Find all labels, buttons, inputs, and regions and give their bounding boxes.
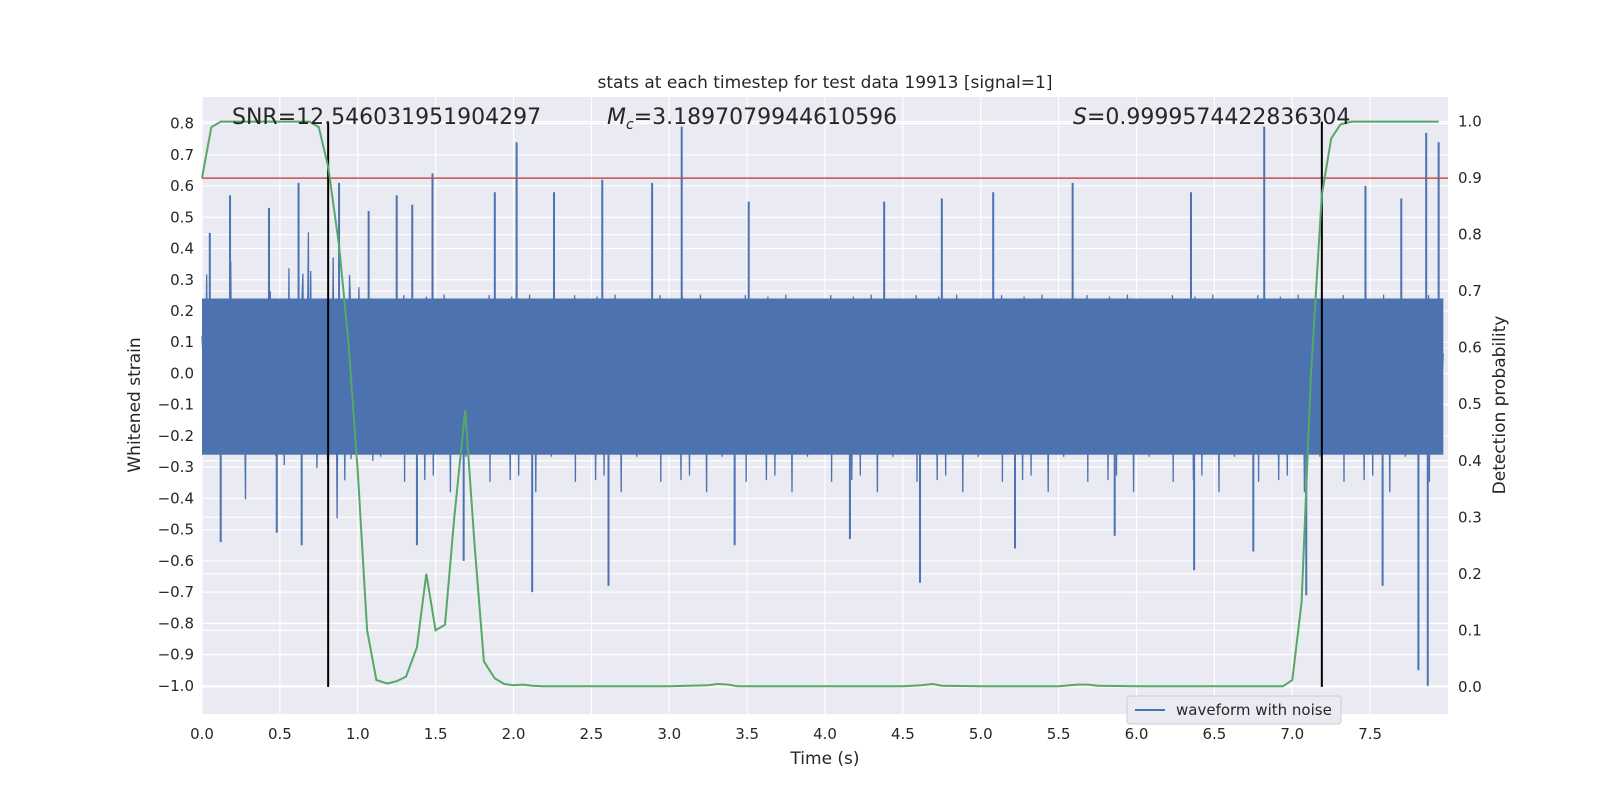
y-tick-label: 0.5	[170, 208, 194, 226]
x-tick-label: 5.0	[969, 725, 993, 743]
y-tick-label: 0.7	[170, 146, 194, 164]
x-tick-label: 1.0	[346, 725, 370, 743]
x-tick-label: 1.5	[424, 725, 448, 743]
y-tick-label: 0.0	[170, 364, 194, 382]
y2-tick-label: 0.0	[1458, 678, 1482, 696]
x-tick-label: 6.5	[1202, 725, 1226, 743]
chirp-mass-annotation: Mc=3.1897079944610596	[607, 105, 897, 133]
x-tick-label: 0.0	[190, 725, 214, 743]
y-tick-label: −0.8	[158, 614, 194, 632]
probability-layer	[201, 120, 1448, 688]
x-tick-label: 2.0	[502, 725, 526, 743]
x-tick-label: 2.5	[579, 725, 603, 743]
x-tick-label: 5.5	[1047, 725, 1071, 743]
x-tick-label: 7.5	[1358, 725, 1382, 743]
y2-tick-label: 0.1	[1458, 621, 1482, 639]
y2-axis-label: Detection probability	[1490, 316, 1510, 495]
y2-tick-label: 0.6	[1458, 339, 1482, 357]
y-tick-label: −1.0	[158, 677, 194, 695]
series-layer	[201, 126, 1444, 686]
y2-tick-label: 0.2	[1458, 565, 1482, 583]
y-tick-label: −0.4	[158, 489, 194, 507]
y-tick-label: 0.8	[170, 115, 194, 133]
y-tick-label: −0.3	[158, 458, 194, 476]
y-axis-label: Whitened strain	[125, 337, 145, 472]
y-tick-label: 0.6	[170, 177, 194, 195]
score-annotation: S=0.9999574422836304	[1073, 105, 1350, 130]
legend-label-waveform: waveform with noise	[1176, 701, 1332, 719]
legend-box	[1126, 695, 1342, 725]
x-tick-label: 3.5	[735, 725, 759, 743]
y-tick-label: 0.4	[170, 240, 194, 258]
x-tick-label: 6.0	[1125, 725, 1149, 743]
probability-line	[201, 120, 1439, 688]
y-tick-label: −0.6	[158, 552, 194, 570]
y2-tick-label: 0.7	[1458, 282, 1482, 300]
snr-annotation: SNR=12.546031951904297	[232, 105, 541, 130]
y-tick-label: 0.3	[170, 271, 194, 289]
y-tick-label: 0.2	[170, 302, 194, 320]
y-tick-label: −0.1	[158, 396, 194, 414]
y-tick-label: −0.9	[158, 646, 194, 664]
y2-tick-label: 1.0	[1458, 113, 1482, 131]
y2-tick-label: 0.8	[1458, 226, 1482, 244]
tick-layer: 0.0 0.5 1.0 1.5 2.0 2.5 3.0 3.5 4.0 4.5 5.0 5.5 6.0 6…	[158, 113, 1482, 743]
x-axis-label: Time (s)	[789, 749, 859, 769]
y2-tick-label: 0.3	[1458, 508, 1482, 526]
y-tick-label: 0.1	[170, 333, 194, 351]
legend: waveform with noise	[1126, 695, 1342, 725]
y-tick-label: −0.5	[158, 521, 194, 539]
x-tick-label: 3.0	[657, 725, 681, 743]
y-tick-label: −0.2	[158, 427, 194, 445]
x-tick-label: 4.0	[813, 725, 837, 743]
y2-tick-label: 0.5	[1458, 395, 1482, 413]
x-tick-label: 0.5	[268, 725, 292, 743]
x-tick-label: 7.0	[1280, 725, 1304, 743]
waveform-core-band	[202, 298, 1444, 455]
chart-title: stats at each timestep for test data 199…	[598, 73, 1053, 93]
x-tick-label: 4.5	[891, 725, 915, 743]
y2-tick-label: 0.4	[1458, 452, 1482, 470]
y2-tick-label: 0.9	[1458, 169, 1482, 187]
y-tick-label: −0.7	[158, 583, 194, 601]
